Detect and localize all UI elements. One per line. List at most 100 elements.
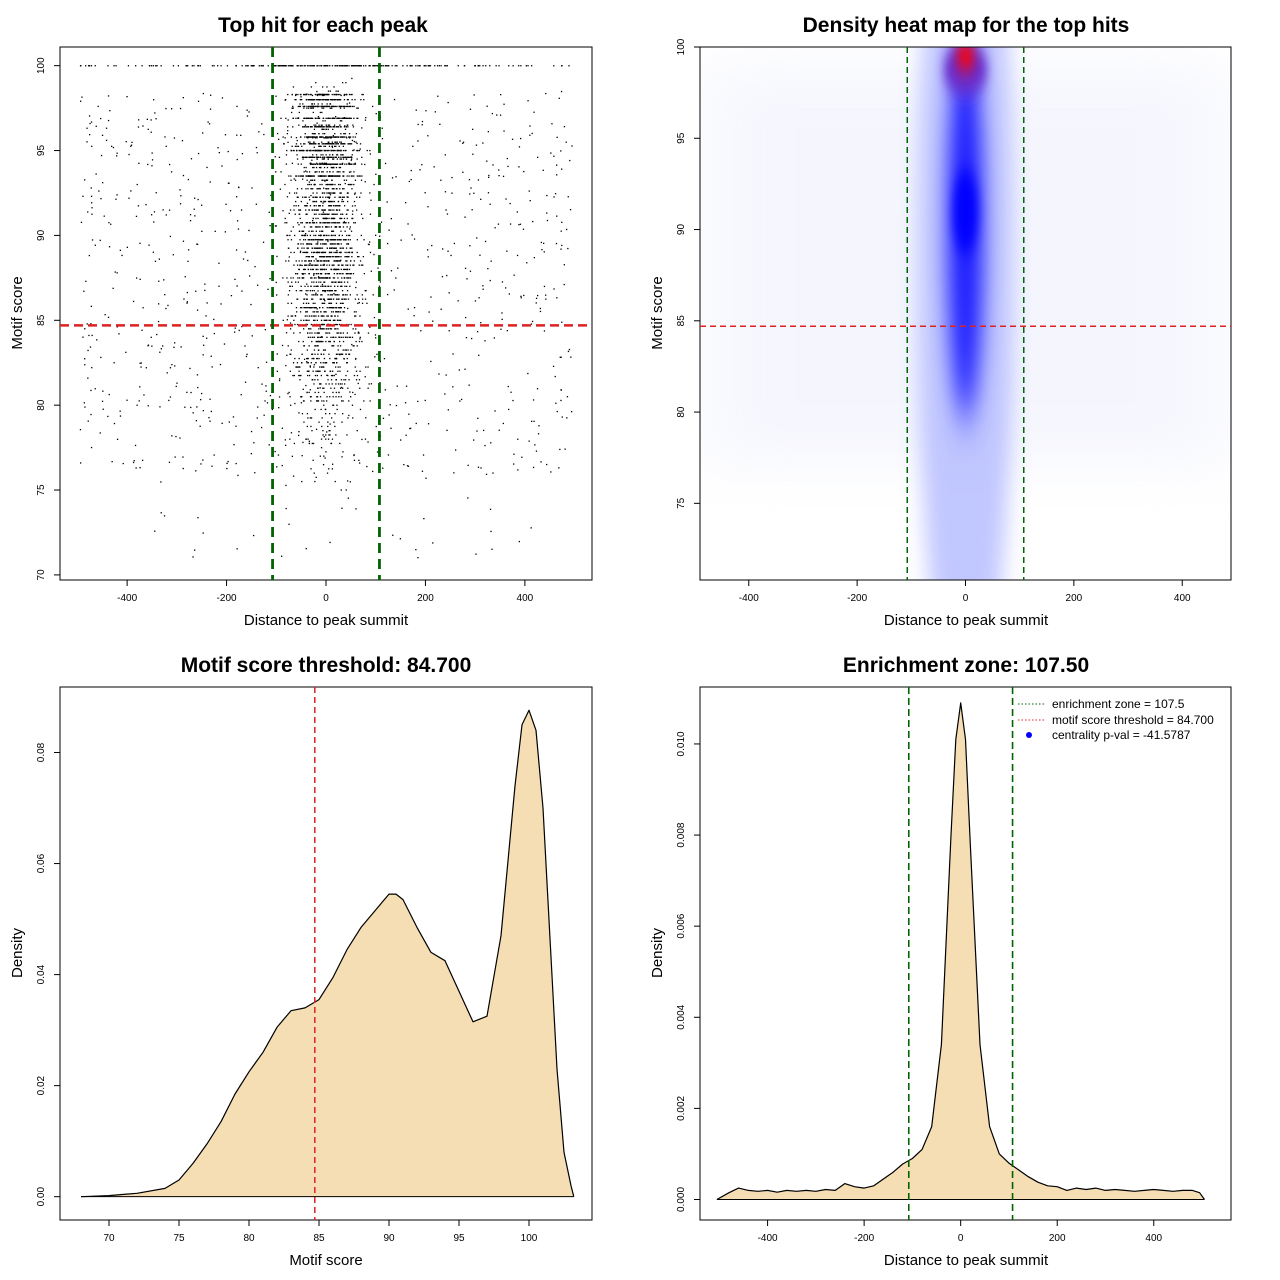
scatter-point [321,336,323,338]
scatter-point [518,146,521,148]
scatter-point [333,362,335,364]
scatter-point [301,362,303,364]
scatter-point [311,307,313,309]
scatter-point [355,508,357,510]
scatter-point [233,444,235,446]
scatter-point [413,315,415,317]
scatter-point [335,251,338,254]
scatter-point [116,326,118,328]
scatter-point [338,222,341,224]
scatter-point [342,145,344,147]
scatter-point [345,247,348,249]
scatter-point [333,209,335,211]
scatter-point [210,355,212,357]
scatter-point [313,357,315,360]
scatter-point [359,143,362,145]
scatter-point [348,143,350,145]
scatter-point [336,319,339,321]
scatter-point [138,400,140,402]
scatter-point [355,133,358,135]
scatter-point [320,65,322,67]
scatter-point [494,410,496,412]
scatter-point [346,290,349,292]
scatter-point [306,357,309,360]
scatter-point [347,256,349,258]
scatter-point [312,256,314,258]
scatter-point [299,251,302,254]
scatter-point [350,105,352,108]
scatter-point [306,283,308,285]
scatter-point [550,471,552,473]
scatter-point [320,408,322,411]
scatter-point [333,222,335,224]
scatter-point [346,357,348,360]
scatter-point [417,400,419,403]
scatter-point [209,398,211,400]
scatter-point [311,175,313,177]
scatter-x-tick-label: 0 [323,593,329,604]
scatter-point [296,139,298,142]
scatter-point [328,200,331,203]
scatter-point [291,285,293,287]
scatter-point [328,213,330,215]
scatter-point [320,260,323,262]
scatter-point [342,273,344,275]
scatter-point [175,435,177,438]
scatter-point [411,234,413,236]
scatter-point [318,251,320,254]
scatter-point [311,226,313,228]
scatter-point [316,319,318,321]
scatter-point [302,273,304,275]
scatter-point [194,215,196,217]
scatter-point [323,145,325,147]
scatter-point [510,391,512,393]
scatter-point [528,190,530,192]
scatter-point [335,105,337,108]
scatter-point [320,166,322,169]
scatter-point [360,234,362,237]
scatter-point [409,65,411,67]
scatter-point [346,260,348,262]
scatter-point [541,249,543,251]
scatter-point [326,400,328,402]
scatter-point [279,65,281,67]
scatter-point [339,196,341,198]
scatter-point [312,294,315,296]
scatter-point [314,408,316,411]
scatter-point [291,107,293,109]
scatter-point [190,158,193,160]
scatter-point [348,234,350,237]
scatter-point [315,428,318,430]
scatter-point [309,226,312,228]
scatter-point [329,103,332,105]
scatter-point [312,175,315,177]
scatter-point [280,171,282,173]
scatter-point [90,195,93,197]
scatter-point [338,273,340,275]
scatter-point [323,400,325,402]
scatter-point [90,65,93,67]
scatter-point [236,285,238,287]
scatter-point [475,553,477,555]
scatter-point [329,277,331,279]
scatter-point [332,205,335,207]
scatter-point [224,134,227,136]
scatter-point [356,158,358,160]
scatter-point [153,99,155,101]
scatter-point [527,65,529,67]
scatter-point [163,279,165,281]
scatter-point [341,298,343,300]
scatter-point [329,196,331,198]
scatter-point [317,217,319,220]
scatter-point [197,65,200,67]
scatter-point [324,362,326,364]
score-density-y-tick-label: 0.04 [36,964,47,984]
scatter-point [339,171,341,173]
scatter-point [125,351,127,353]
scatter-point [305,156,308,158]
scatter-point [315,243,317,245]
scatter-point [311,126,313,128]
scatter-point [94,388,96,390]
scatter-point [313,175,315,177]
scatter-point [327,128,329,130]
